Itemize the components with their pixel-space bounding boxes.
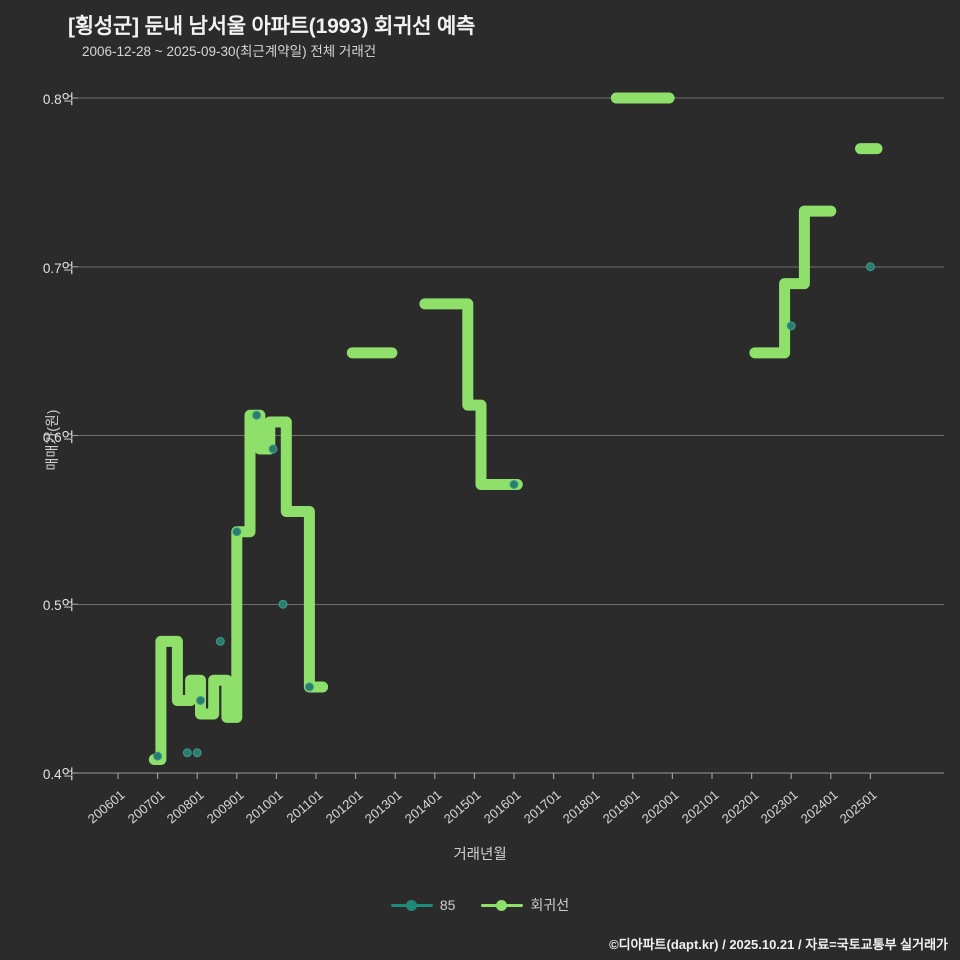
chart-title: [횡성군] 둔내 남서울 아파트(1993) 회귀선 예측: [68, 15, 476, 38]
y-axis-tick-label: 0.7억: [42, 260, 74, 276]
scatter-point: [278, 599, 288, 609]
scatter-point: [509, 479, 519, 489]
chart-legend: 85 회귀선: [0, 895, 960, 915]
y-axis-tick-label: 0.4억: [42, 767, 74, 782]
y-axis-tick-label: 0.5억: [42, 598, 74, 614]
legend-label: 85: [439, 897, 456, 913]
scatter-point: [268, 444, 278, 454]
scatter-point: [252, 410, 262, 420]
scatter-point: [153, 751, 163, 761]
legend-marker-icon: [390, 899, 433, 911]
legend-marker-icon: [481, 899, 524, 911]
regression-step-line: [148, 409, 329, 765]
y-axis-tick-label: 0.6억: [42, 429, 74, 445]
scatter-point: [232, 527, 242, 537]
regression-step-line: [419, 298, 523, 490]
scatter-point: [304, 682, 314, 692]
scatter-point: [192, 748, 202, 758]
legend-item[interactable]: 회귀선: [481, 895, 569, 915]
legend-label: 회귀선: [530, 897, 570, 913]
y-axis-tick-labels: 0.4억 0.5억 0.6억 0.7억 0.8억: [0, 0, 74, 960]
chart-subtitle: 2006-12-28 ~ 2025-09-30(최근계약일) 전체 거래건: [82, 44, 377, 59]
scatter-point: [196, 695, 205, 705]
y-axis-tick-label: 0.8억: [42, 92, 74, 107]
footer-credit: ©디아파트(dapt.kr) / 2025.10.21 / 자료=국토교통부 실…: [609, 937, 948, 952]
legend-item[interactable]: 85: [390, 897, 456, 913]
scatter-point: [865, 262, 875, 272]
scatter-point: [215, 636, 225, 646]
scatter-point: [786, 321, 796, 331]
regression-step-line: [749, 205, 837, 359]
scatter-point: [182, 748, 192, 758]
x-axis-title: 거래년월: [453, 847, 507, 863]
